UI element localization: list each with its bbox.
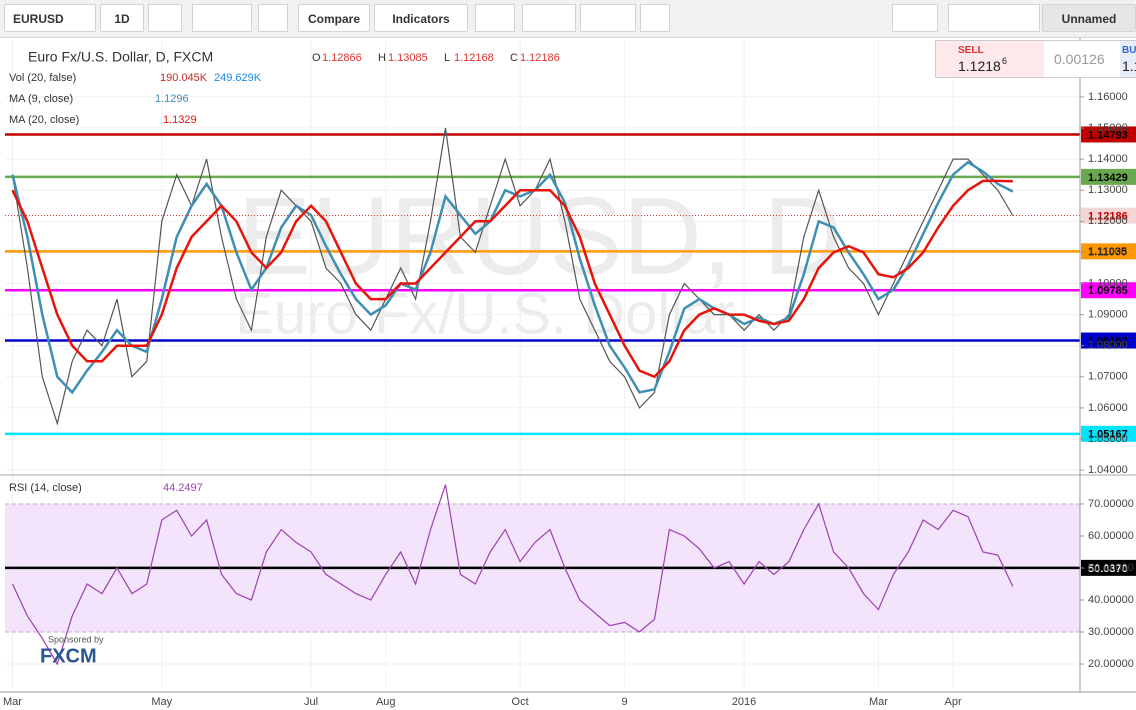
midline-label-box [1081, 559, 1136, 576]
level-label-box [1081, 243, 1136, 260]
compare-button[interactable]: Compare [298, 4, 370, 32]
y-tick-label: 1.12000 [1088, 215, 1128, 227]
sponsor-text: Sponsored by [48, 634, 104, 644]
y-tick-label: 1.05000 [1088, 433, 1128, 445]
last-price-label-box [1081, 207, 1136, 224]
level-label-box [1081, 168, 1136, 185]
rsi-value: 44.2497 [163, 482, 203, 494]
y-tick-label: 70.00000 [1088, 498, 1134, 510]
ma-legend: MA (20, close) [9, 114, 79, 126]
volume-value: 190.045K [160, 72, 208, 84]
buy-price: 1.1 [1122, 58, 1136, 74]
ohlc-value: 1.12866 [322, 52, 362, 64]
x-tick-label: 2016 [732, 696, 756, 708]
y-tick-label: 1.08000 [1088, 340, 1128, 352]
y-tick-label: 1.14000 [1088, 153, 1128, 165]
chart-style-button[interactable] [192, 4, 252, 32]
watermark-name: Euro Fx/U.S. Dollar [235, 281, 735, 346]
y-tick-label: 1.04000 [1088, 464, 1128, 476]
ma-value: 1.1296 [155, 93, 189, 105]
x-tick-label: Jul [304, 696, 318, 708]
ohlc-label: O [312, 52, 321, 64]
ohlc-label: L [444, 52, 450, 64]
ohlc-value: 1.13085 [388, 52, 428, 64]
series-line [11, 484, 1014, 666]
level-label: 1.13429 [1088, 172, 1128, 184]
level-label: 1.09785 [1088, 285, 1128, 297]
fullscreen-button[interactable] [640, 4, 670, 32]
settings-button[interactable] [258, 4, 288, 32]
buy-label: BU [1122, 45, 1136, 56]
undo-redo-buttons[interactable] [580, 4, 636, 32]
y-tick-label: 20.00000 [1088, 658, 1134, 670]
y-tick-label: 1.13000 [1088, 184, 1128, 196]
ideas-button[interactable] [522, 4, 576, 32]
symbol-input[interactable]: EURUSD [4, 4, 96, 32]
interval-button[interactable]: 1D [100, 4, 144, 32]
level-label: 1.08167 [1088, 335, 1128, 347]
y-tick-label: 1.16000 [1088, 91, 1128, 103]
series-line [11, 127, 1014, 426]
sell-label: SELL [958, 45, 984, 56]
toolbar: EURUSD 1D Compare Indicators Unnamed [0, 0, 1136, 38]
x-tick-label: May [151, 696, 172, 708]
volume-legend: Vol (20, false) [9, 72, 76, 84]
y-tick-label: 1.06000 [1088, 402, 1128, 414]
sell-box[interactable]: SELL 1.1218 6 [936, 41, 1044, 77]
chart: EURUSD, D Euro Fx/U.S. Dollar 1.147931.1… [0, 38, 1136, 710]
x-tick-label: Oct [512, 696, 529, 708]
x-tick-label: Mar [3, 696, 22, 708]
watermark-symbol: EURUSD, D [237, 175, 842, 298]
ma-legend: MA (9, close) [9, 93, 73, 105]
sell-price: 1.1218 [958, 58, 1001, 74]
color-button[interactable] [892, 4, 938, 32]
ohlc-value: 1.12186 [520, 52, 560, 64]
sell-pip: 6 [1002, 56, 1008, 66]
sponsor-brand[interactable]: FXCM [40, 645, 97, 667]
chart-title: Euro Fx/U.S. Dollar, D, FXCM [28, 49, 213, 65]
ohlc-label: H [378, 52, 386, 64]
interval-menu[interactable] [148, 4, 182, 32]
level-label-box [1081, 126, 1136, 143]
last-price-label: 1.12186 [1088, 210, 1128, 222]
x-tick-label: Mar [869, 696, 888, 708]
level-label: 1.14793 [1088, 129, 1128, 141]
level-label-box [1081, 425, 1136, 442]
volume-value: 249.629K [214, 72, 262, 84]
y-tick-label: 1.15000 [1088, 122, 1128, 134]
level-label: 1.11035 [1088, 246, 1127, 258]
y-tick-label: 40.00000 [1088, 594, 1134, 606]
x-tick-label: 9 [622, 696, 628, 708]
buy-box[interactable]: BU 1.1 [1120, 41, 1136, 77]
ohlc-value: 1.12168 [454, 52, 494, 64]
level-label-box [1081, 332, 1136, 349]
spread: 0.00126 [1054, 51, 1105, 67]
y-tick-label: 1.11000 [1088, 246, 1127, 258]
y-tick-label: 1.09000 [1088, 309, 1128, 321]
alert-button[interactable] [475, 4, 515, 32]
ma-value: 1.1329 [163, 114, 197, 126]
x-tick-label: Apr [945, 696, 962, 708]
trade-panel: SELL 1.1218 6 0.00126 BU 1.1 [935, 40, 1136, 78]
y-tick-label: 1.07000 [1088, 371, 1128, 383]
level-label: 1.05167 [1088, 429, 1128, 441]
midline-label: 50.0370 [1088, 563, 1128, 575]
x-tick-label: Aug [376, 696, 396, 708]
rsi-legend: RSI (14, close) [9, 482, 82, 494]
level-label-box [1081, 282, 1136, 299]
y-tick-label: 30.00000 [1088, 626, 1134, 638]
y-tick-label: 1.10000 [1088, 277, 1128, 289]
indicators-button[interactable]: Indicators [374, 4, 468, 32]
y-tick-label: 50.00000 [1088, 562, 1134, 574]
cloud-buttons[interactable] [948, 4, 1040, 32]
y-tick-label: 60.00000 [1088, 530, 1134, 542]
ohlc-label: C [510, 52, 518, 64]
series-line [11, 179, 1013, 379]
layout-name[interactable]: Unnamed [1042, 4, 1136, 32]
